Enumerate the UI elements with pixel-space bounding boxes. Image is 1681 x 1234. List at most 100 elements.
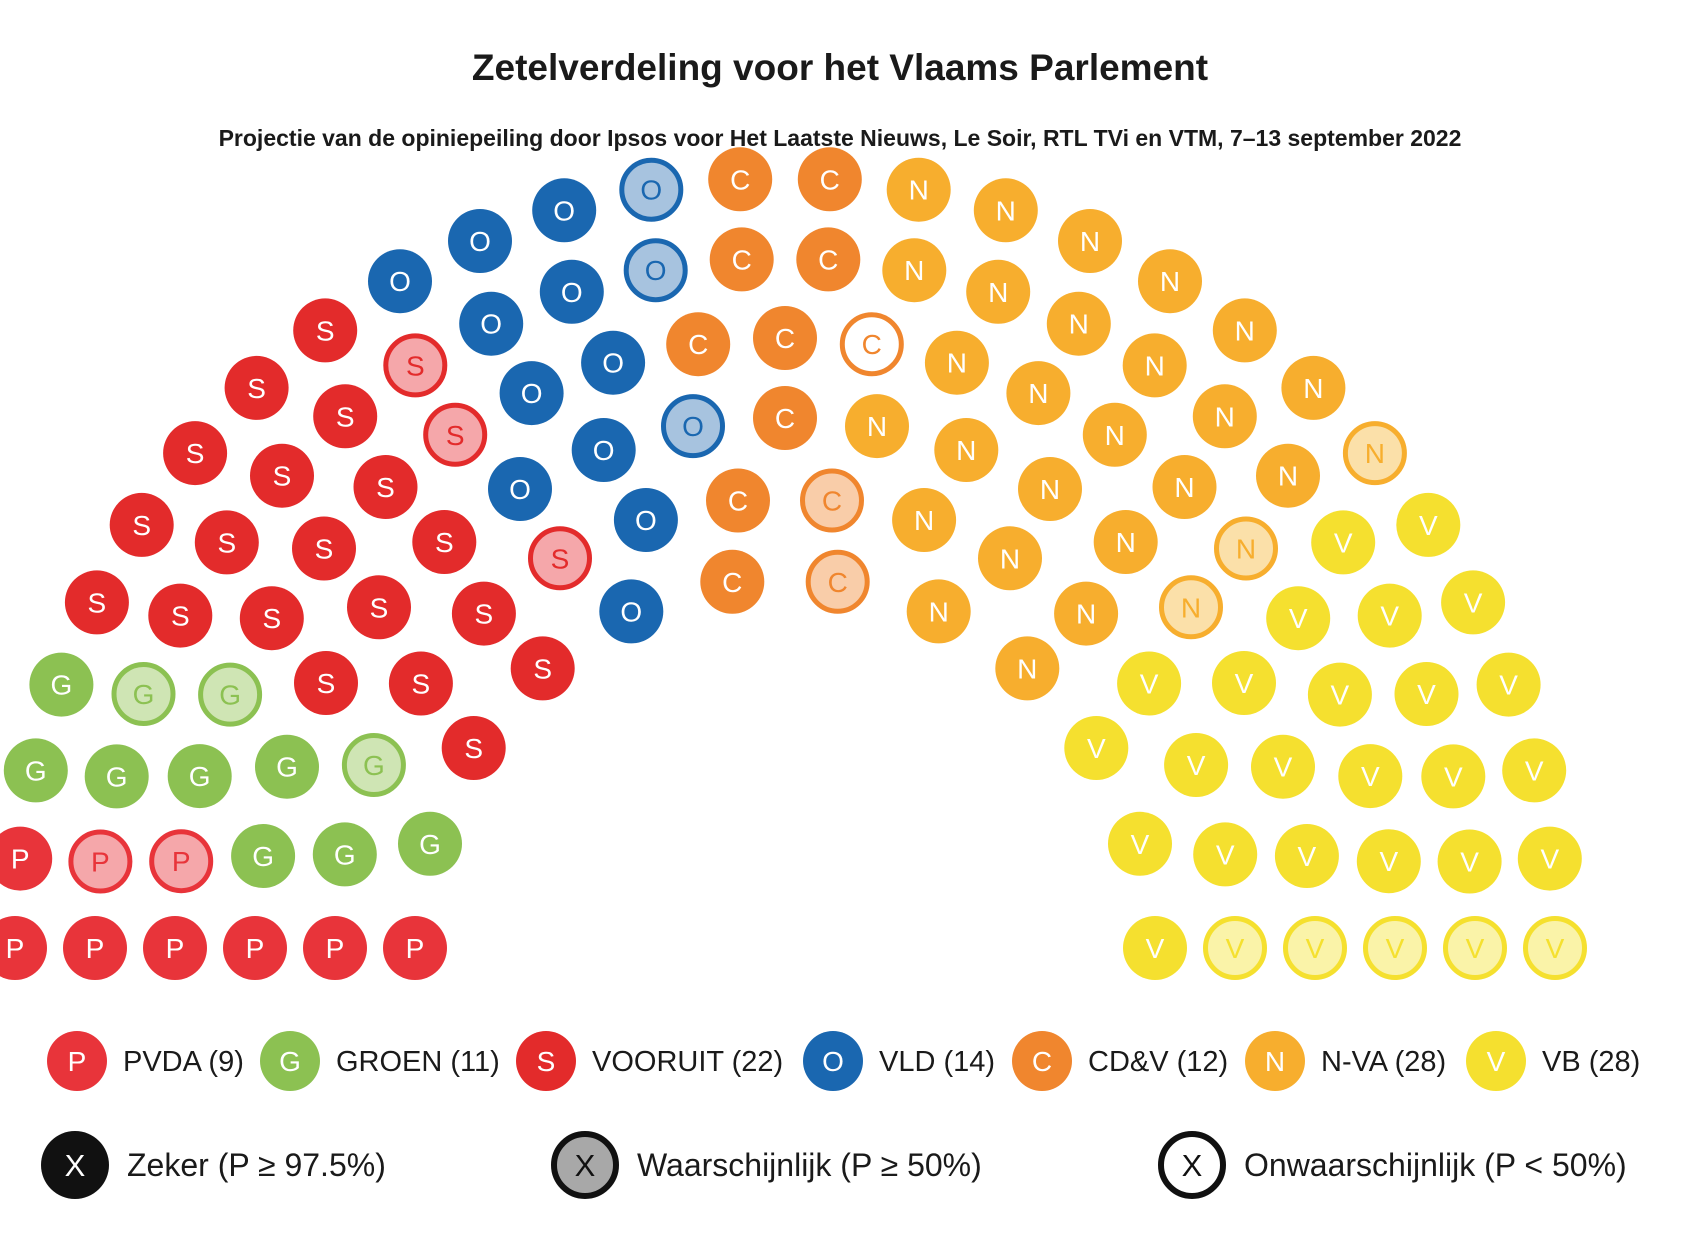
seat-circle: [800, 468, 864, 533]
seat-o: O: [448, 209, 512, 273]
seat-s: S: [293, 298, 358, 363]
seat-o: O: [532, 178, 597, 243]
seat-o: O: [599, 579, 664, 644]
certainty-legend-zeker: X Zeker (P ≥ 97.5%): [41, 1131, 386, 1199]
seat-letter: O: [521, 378, 543, 409]
seat-letter: N: [1278, 461, 1298, 492]
seat-letter: O: [553, 195, 575, 226]
seat-s: S: [313, 384, 378, 449]
legend-label: VLD (14): [879, 1046, 995, 1078]
seat-s: S: [451, 581, 516, 646]
seat-v: V: [1108, 811, 1172, 876]
seat-s: S: [441, 716, 506, 780]
seat-circle: [1212, 651, 1276, 715]
seat-circle: [571, 418, 636, 482]
seat-v: V: [1363, 916, 1427, 980]
seat-circle: [539, 259, 604, 324]
seat-letter: C: [730, 164, 750, 195]
seat-circle: [532, 178, 597, 243]
seat-letter: S: [551, 543, 570, 574]
certainty-legend-waarschijnlijk: X Waarschijnlijk (P ≥ 50%): [551, 1131, 982, 1199]
seat-letter: S: [262, 603, 281, 634]
seat-letter: N: [1105, 420, 1125, 451]
seat-circle: [1123, 916, 1187, 980]
seat-s: S: [388, 651, 453, 716]
seat-letter: O: [645, 255, 667, 286]
seat-letter: P: [91, 847, 110, 878]
seat-circle: [706, 468, 770, 533]
seat-letter: S: [533, 653, 552, 684]
seat-letter: V: [1235, 668, 1254, 699]
seat-o: O: [488, 457, 552, 521]
seat-letter: C: [775, 323, 795, 354]
seat-v: V: [1437, 829, 1502, 894]
seat-letter: S: [435, 527, 454, 558]
seat-circle: [1152, 455, 1217, 519]
seat-circle: [1117, 651, 1182, 716]
seat-c: C: [800, 468, 864, 533]
seat-letter: G: [219, 680, 241, 711]
seat-circle: [111, 662, 176, 726]
legend-marker-letter: V: [1487, 1046, 1506, 1077]
seat-circle: [1054, 581, 1119, 646]
seat-circle: [224, 355, 289, 420]
seat-v: V: [1396, 492, 1461, 557]
seat-letter: N: [1076, 599, 1096, 630]
seat-circle: [1058, 209, 1122, 273]
seat-letter: N: [1028, 378, 1048, 409]
seat-letter: O: [602, 348, 624, 379]
seat-circle: [1266, 586, 1331, 651]
seat-circle: [619, 157, 684, 222]
seat-circle: [198, 662, 263, 727]
seat-circle: [347, 575, 411, 640]
seat-n: N: [1342, 421, 1407, 486]
seat-n: N: [995, 636, 1060, 701]
seat-circle: [599, 579, 664, 644]
seat-c: C: [709, 227, 774, 292]
seat-letter: V: [1187, 750, 1206, 781]
seat-circle: [924, 330, 989, 395]
seat-circle: [63, 916, 127, 980]
seat-circle: [293, 298, 358, 363]
seat-c: C: [753, 386, 817, 450]
seat-c: C: [753, 306, 817, 370]
seat-n: N: [1159, 575, 1223, 640]
seat-n: N: [973, 178, 1038, 243]
seat-letter: V: [1087, 733, 1106, 764]
seat-circle: [1443, 916, 1507, 980]
seat-c: C: [805, 549, 870, 614]
seat-n: N: [882, 238, 947, 303]
seat-n: N: [1256, 443, 1320, 508]
seat-circle: [383, 333, 448, 398]
seat-g: G: [231, 824, 296, 888]
seat-letter: S: [475, 599, 494, 630]
seat-o: O: [368, 249, 432, 314]
legend-marker: [47, 1031, 107, 1091]
seat-circle: [64, 570, 129, 635]
seat-circle: [84, 744, 149, 809]
seat-s: S: [109, 492, 174, 557]
certainty-label: Waarschijnlijk (P ≥ 50%): [637, 1147, 982, 1183]
seat-circle: [398, 811, 462, 876]
seat-circle: [906, 579, 971, 644]
legend-item-s: S VOORUIT (22): [516, 1031, 783, 1091]
seat-circle: [1338, 744, 1403, 809]
seat-circle: [1192, 384, 1257, 449]
seat-letter: S: [247, 373, 266, 404]
legend-label: VOORUIT (22): [592, 1046, 783, 1078]
seat-letter: G: [252, 841, 274, 872]
seat-n: N: [1082, 402, 1147, 467]
seat-letter: V: [1466, 933, 1485, 964]
seat-g: G: [111, 662, 176, 726]
seat-letter: N: [1000, 543, 1020, 574]
seat-circle: [488, 457, 552, 521]
seat-circle: [709, 227, 774, 292]
seat-letter: O: [509, 474, 531, 505]
seat-circle: [796, 227, 861, 292]
seat-circle: [1203, 916, 1267, 980]
seat-g: G: [198, 662, 263, 727]
seat-circle: [613, 488, 678, 552]
seat-letter: N: [947, 348, 967, 379]
seat-s: S: [294, 651, 358, 715]
seat-n: N: [1214, 516, 1278, 581]
